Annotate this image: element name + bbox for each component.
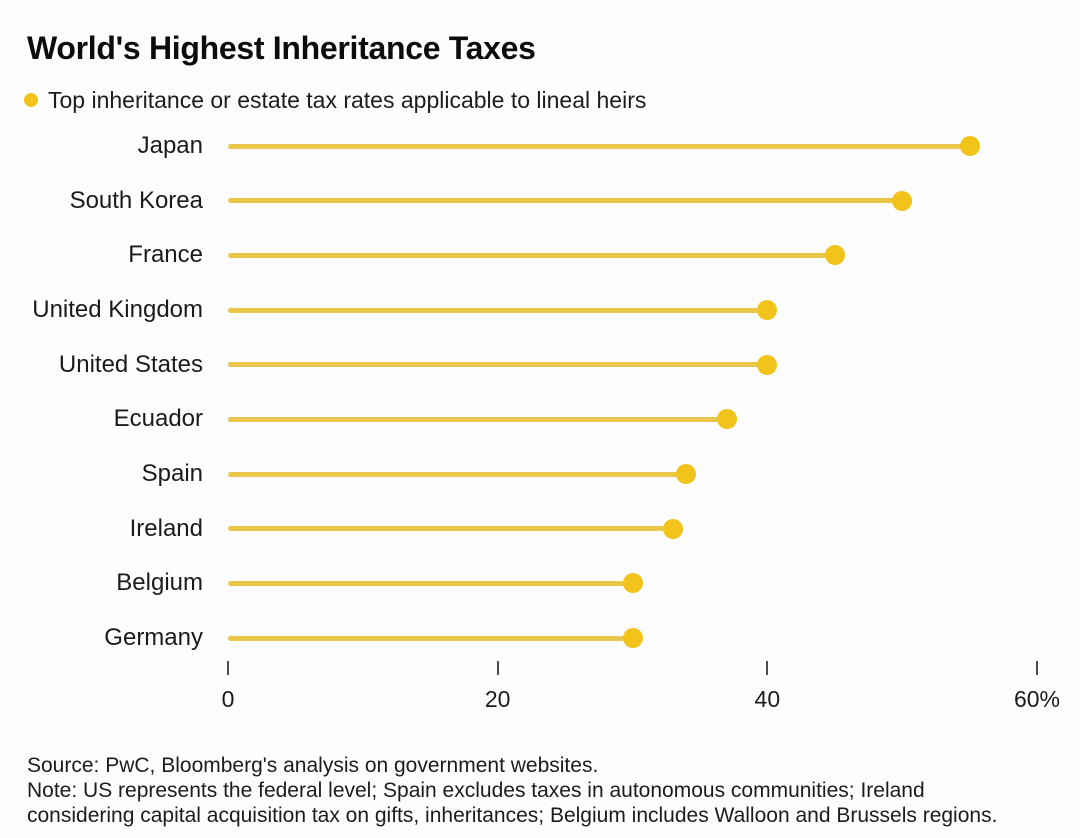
legend: Top inheritance or estate tax rates appl… bbox=[24, 86, 647, 113]
lollipop-stem bbox=[228, 252, 835, 258]
chart-row: Germany bbox=[0, 623, 1080, 653]
chart-row: Japan bbox=[0, 131, 1080, 161]
lollipop-stem bbox=[228, 362, 768, 368]
data-point-dot bbox=[757, 300, 778, 320]
axis-tick-label: 60% bbox=[1013, 686, 1061, 712]
source-note: Source: PwC, Bloomberg's analysis on gov… bbox=[27, 754, 599, 777]
category-label: United Kingdom bbox=[32, 296, 203, 323]
category-label: Japan bbox=[137, 132, 203, 159]
category-label: France bbox=[128, 241, 203, 269]
data-point-dot bbox=[892, 190, 913, 211]
data-point-dot bbox=[622, 573, 643, 594]
category-label: Belgium bbox=[116, 569, 203, 597]
axis-tick-mark bbox=[1036, 661, 1038, 675]
lollipop-stem bbox=[228, 198, 903, 204]
axis-tick-mark bbox=[496, 661, 499, 675]
chart-row: United Kingdom bbox=[0, 295, 1080, 325]
axis-tick-mark bbox=[227, 661, 229, 675]
chart-row: France bbox=[0, 240, 1080, 270]
lollipop-stem bbox=[228, 471, 687, 477]
footnote-line-2: considering capital acquisition tax on g… bbox=[27, 804, 998, 827]
legend-label: Top inheritance or estate tax rates appl… bbox=[48, 86, 647, 113]
axis-tick-label: 0 bbox=[221, 686, 235, 712]
category-label: United States bbox=[58, 350, 203, 378]
legend-dot-icon bbox=[24, 93, 38, 107]
data-point-dot bbox=[676, 464, 697, 485]
data-point-dot bbox=[716, 409, 737, 430]
category-label: Ecuador bbox=[113, 405, 203, 433]
lollipop-stem bbox=[228, 307, 768, 313]
chart-title: World's Highest Inheritance Taxes bbox=[27, 30, 536, 66]
chart-row: United States bbox=[0, 350, 1080, 380]
chart-row: Ireland bbox=[0, 514, 1080, 544]
data-point-dot bbox=[824, 245, 845, 266]
chart-row: South Korea bbox=[0, 186, 1080, 216]
lollipop-stem bbox=[228, 416, 727, 422]
lollipop-stem bbox=[228, 635, 633, 641]
axis-tick-label: 40 bbox=[754, 686, 781, 712]
chart-row: Belgium bbox=[0, 568, 1080, 598]
category-label: South Korea bbox=[69, 186, 203, 214]
x-axis: 0 20 40 60% bbox=[221, 661, 1061, 712]
category-label: Germany bbox=[104, 624, 203, 652]
data-point-dot bbox=[757, 354, 778, 375]
category-label: Ireland bbox=[129, 514, 203, 542]
lollipop-stem bbox=[228, 526, 673, 532]
data-point-dot bbox=[959, 136, 980, 156]
axis-tick-mark bbox=[766, 661, 769, 675]
footnote-line-1: Note: US represents the federal level; S… bbox=[27, 779, 925, 802]
lollipop-chart: Japan South Korea France United Kingdom Unit… bbox=[0, 131, 1080, 653]
data-point-dot bbox=[622, 628, 643, 649]
chart-row: Spain bbox=[0, 459, 1080, 489]
footer: Source: PwC, Bloomberg's analysis on gov… bbox=[27, 753, 1072, 828]
lollipop-stem bbox=[228, 580, 633, 586]
axis-tick-label: 20 bbox=[484, 686, 511, 712]
category-label: Spain bbox=[141, 460, 203, 488]
data-point-dot bbox=[662, 518, 683, 539]
lollipop-stem bbox=[228, 143, 970, 149]
chart-row: Ecuador bbox=[0, 404, 1080, 434]
